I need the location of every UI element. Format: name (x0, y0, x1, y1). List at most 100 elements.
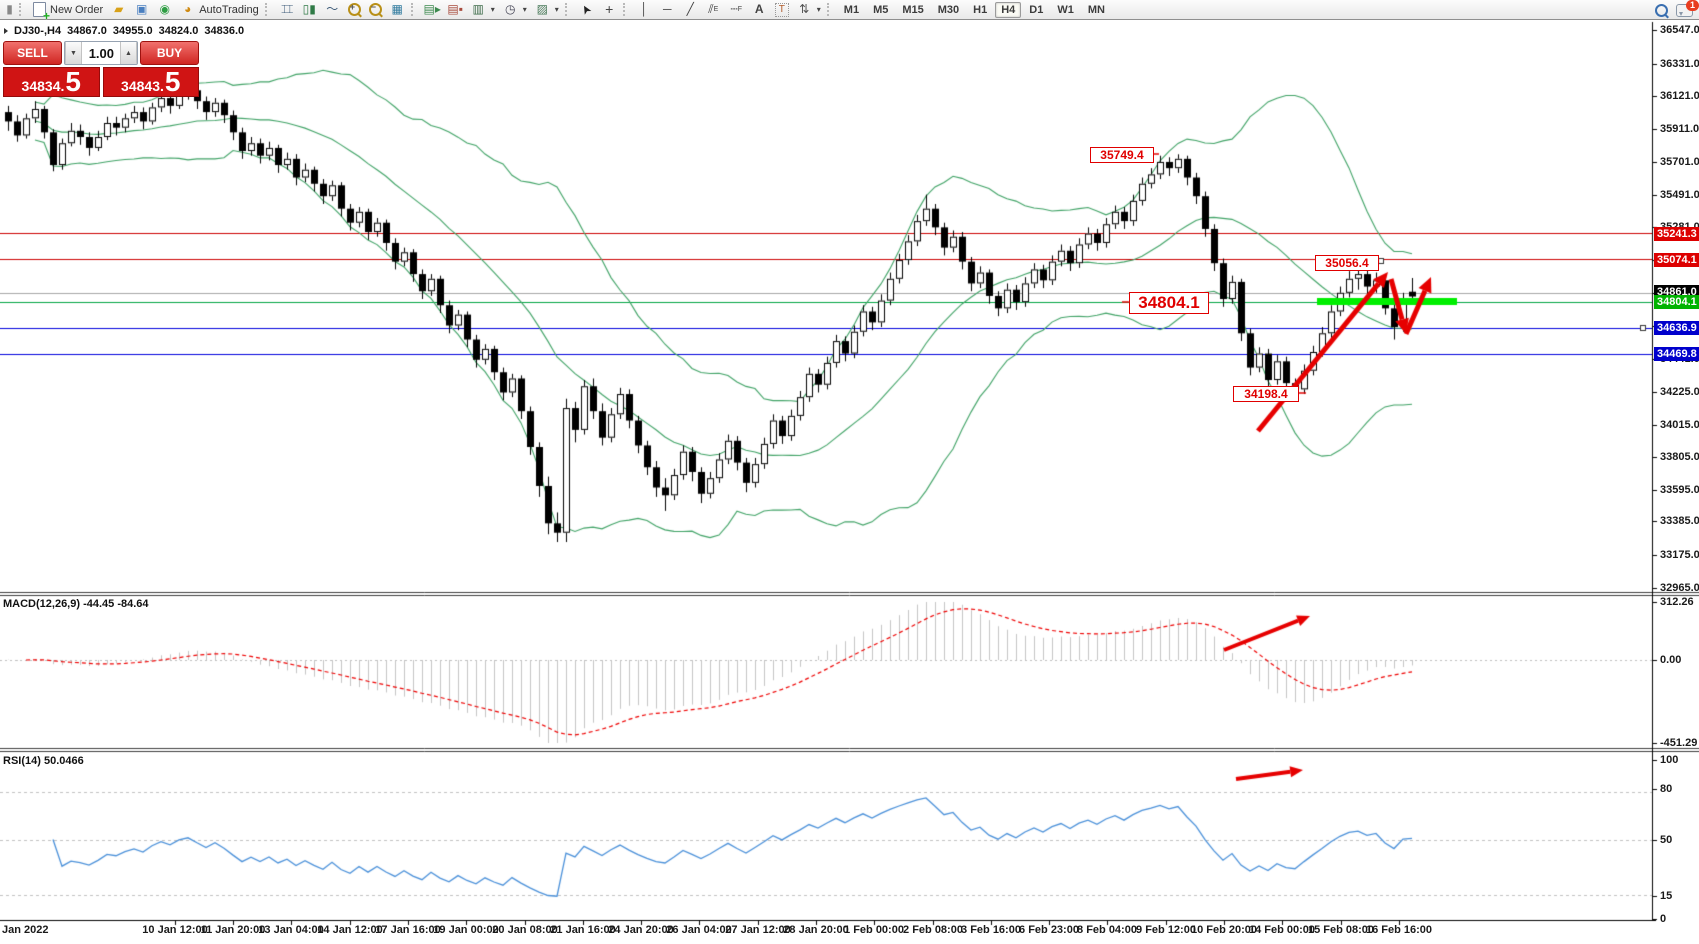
template-icon: ▨ (536, 2, 548, 16)
new-chart-button[interactable]: ▥ ▾ (467, 1, 499, 18)
axis-tick-label: 33175.0 (1660, 549, 1699, 561)
timeframe-m1[interactable]: M1 (843, 3, 860, 16)
arrows-button[interactable]: ⇅ ▾ (793, 1, 825, 18)
autotrading-button[interactable]: ◕ AutoTrading (176, 1, 263, 18)
rsi-label[interactable]: RSI(14) 50.0466 (3, 755, 84, 767)
axis-tick-label: 35911.0 (1660, 123, 1699, 135)
vertical-line-button[interactable]: │ (633, 1, 656, 18)
signals-icon: ◉ (159, 2, 170, 16)
one-click-trading-panel: SELL ▼ 1.00 ▲ BUY 34834. 5 34843. 5 (3, 41, 199, 97)
ohlc-open: 34867.0 (67, 25, 107, 37)
time-tick-label: 2 Feb 08:00 (903, 924, 963, 936)
axis-tick-label: 33595.0 (1660, 484, 1699, 496)
buy-button[interactable]: BUY (140, 41, 199, 65)
deposit-button[interactable]: ▰ (107, 1, 130, 18)
macd-label[interactable]: MACD(12,26,9) -44.45 -84.64 (3, 598, 149, 610)
templates-button[interactable]: ▨ ▾ (531, 1, 563, 18)
buy-label: BUY (156, 46, 183, 60)
chart-autoscroll-button[interactable]: ▤▪ (444, 1, 467, 18)
axis-tick-label: 34225.0 (1660, 386, 1699, 398)
annotation-price-label[interactable]: 35749.4 (1090, 147, 1154, 163)
ask-price-button[interactable]: 34843. 5 (102, 67, 199, 97)
candlestick-button[interactable]: ▯▮ (298, 1, 321, 18)
time-tick-label: 9 Feb 12:00 (1136, 924, 1196, 936)
gold-icon: ▰ (114, 2, 124, 16)
zoom-out-button[interactable]: − (365, 1, 386, 18)
timeframe-mn[interactable]: MN (1087, 3, 1105, 16)
tile-windows-button[interactable]: ▦ (386, 1, 409, 18)
horizontal-line-icon: ─ (663, 2, 672, 16)
chevron-down-icon: ▾ (522, 5, 527, 14)
clock-icon: ◷ (504, 2, 516, 16)
line-chart-button[interactable]: 〜 (321, 1, 344, 18)
fibonacci-button[interactable]: ┄ F (725, 1, 748, 18)
new-order-button[interactable]: New Order (29, 1, 107, 21)
time-tick-label: 17 Jan 16:00 (375, 924, 441, 936)
volume-input[interactable]: 1.00 (88, 45, 114, 61)
symbol-name: DJ30-,H4 (14, 25, 62, 37)
volume-increase-button[interactable]: ▲ (120, 42, 137, 64)
text-label-button[interactable]: T (771, 1, 793, 18)
bar-chart-button[interactable]: ⌶⌶ (275, 1, 298, 18)
vertical-line-icon: │ (640, 2, 649, 16)
chevron-down-icon: ▾ (490, 5, 495, 14)
timeframe-h1[interactable]: H1 (973, 3, 988, 16)
time-tick-label: 10 Feb 20:00 (1190, 924, 1258, 936)
chart-shift-button[interactable]: ▤▸ (421, 1, 444, 18)
chart-fragment-icon[interactable]: ▮ (6, 2, 13, 16)
crosshair-button[interactable]: + (598, 1, 621, 18)
sell-button[interactable]: SELL (3, 41, 62, 65)
timeframe-w1[interactable]: W1 (1057, 3, 1074, 16)
axis-tick-label: -451.29 (1660, 737, 1698, 749)
timeframe-m30[interactable]: M30 (937, 3, 960, 16)
zoom-out-icon: − (368, 2, 382, 16)
search-icon[interactable] (1655, 3, 1668, 17)
timeframe-d1[interactable]: D1 (1029, 3, 1044, 16)
cursor-icon: ➤ (577, 1, 595, 18)
fibonacci-icon: ┄ F (730, 2, 743, 16)
cursor-button[interactable]: ➤ (575, 1, 598, 18)
periods-button[interactable]: ◷ ▾ (499, 1, 531, 18)
timeframe-m5[interactable]: M5 (873, 3, 889, 16)
timeframe-m15[interactable]: M15 (902, 3, 924, 16)
chat-icon[interactable]: 1 (1676, 0, 1699, 17)
volume-decrease-button[interactable]: ▼ (65, 42, 82, 64)
axis-tick-label: 33805.0 (1660, 451, 1699, 463)
signals-button[interactable]: ◉ (153, 1, 176, 18)
terminal-button[interactable]: ▣ (130, 1, 153, 18)
notification-badge: 1 (1686, 0, 1699, 11)
time-tick-label: 15 Feb 08:00 (1307, 924, 1375, 936)
time-tick-label: 14 Feb 00:00 (1248, 924, 1316, 936)
toolbar-grip (826, 3, 833, 16)
symbol-arrow-icon (4, 28, 8, 34)
horizontal-line-button[interactable]: ─ (656, 1, 679, 18)
new-order-icon (33, 2, 50, 21)
bid-price-button[interactable]: 34834. 5 (3, 67, 100, 97)
axis-tick-label: 36331.0 (1660, 58, 1699, 70)
axis-tick-label: 0 (1660, 913, 1667, 925)
channel-button[interactable]: ⫽ E (702, 1, 725, 18)
chart-shift-icon: ▤▸ (423, 2, 441, 16)
trendline-button[interactable]: ╱ (679, 1, 702, 18)
zoom-in-button[interactable]: + (344, 1, 365, 18)
text-label-icon: T (774, 2, 789, 17)
trendline-icon: ╱ (686, 2, 694, 16)
annotation-price-label[interactable]: 35056.4 (1315, 255, 1379, 271)
timeframe-group: M1 M5 M15 M30 H1 H4 D1 W1 MN (837, 1, 1112, 18)
annotation-price-label[interactable]: 34198.4 (1233, 386, 1299, 402)
toolbar-grip (564, 3, 571, 16)
volume-stepper: ▼ 1.00 ▲ (64, 41, 138, 65)
axis-tick-label: 32965.0 (1660, 582, 1699, 594)
timeframe-h4[interactable]: H4 (995, 1, 1022, 18)
toolbar-grip (622, 3, 629, 16)
ask-price-small: 34843. (121, 77, 164, 94)
time-tick-label: 16 Feb 16:00 (1365, 924, 1433, 936)
text-button[interactable]: A (748, 1, 771, 18)
line-chart-icon: 〜 (326, 2, 339, 16)
annotation-price-label[interactable]: 34804.1 (1129, 292, 1209, 314)
axis-tick-label: 36121.0 (1660, 90, 1699, 102)
price-level-label: 35074.1 (1654, 253, 1699, 267)
text-icon: A (754, 2, 764, 16)
